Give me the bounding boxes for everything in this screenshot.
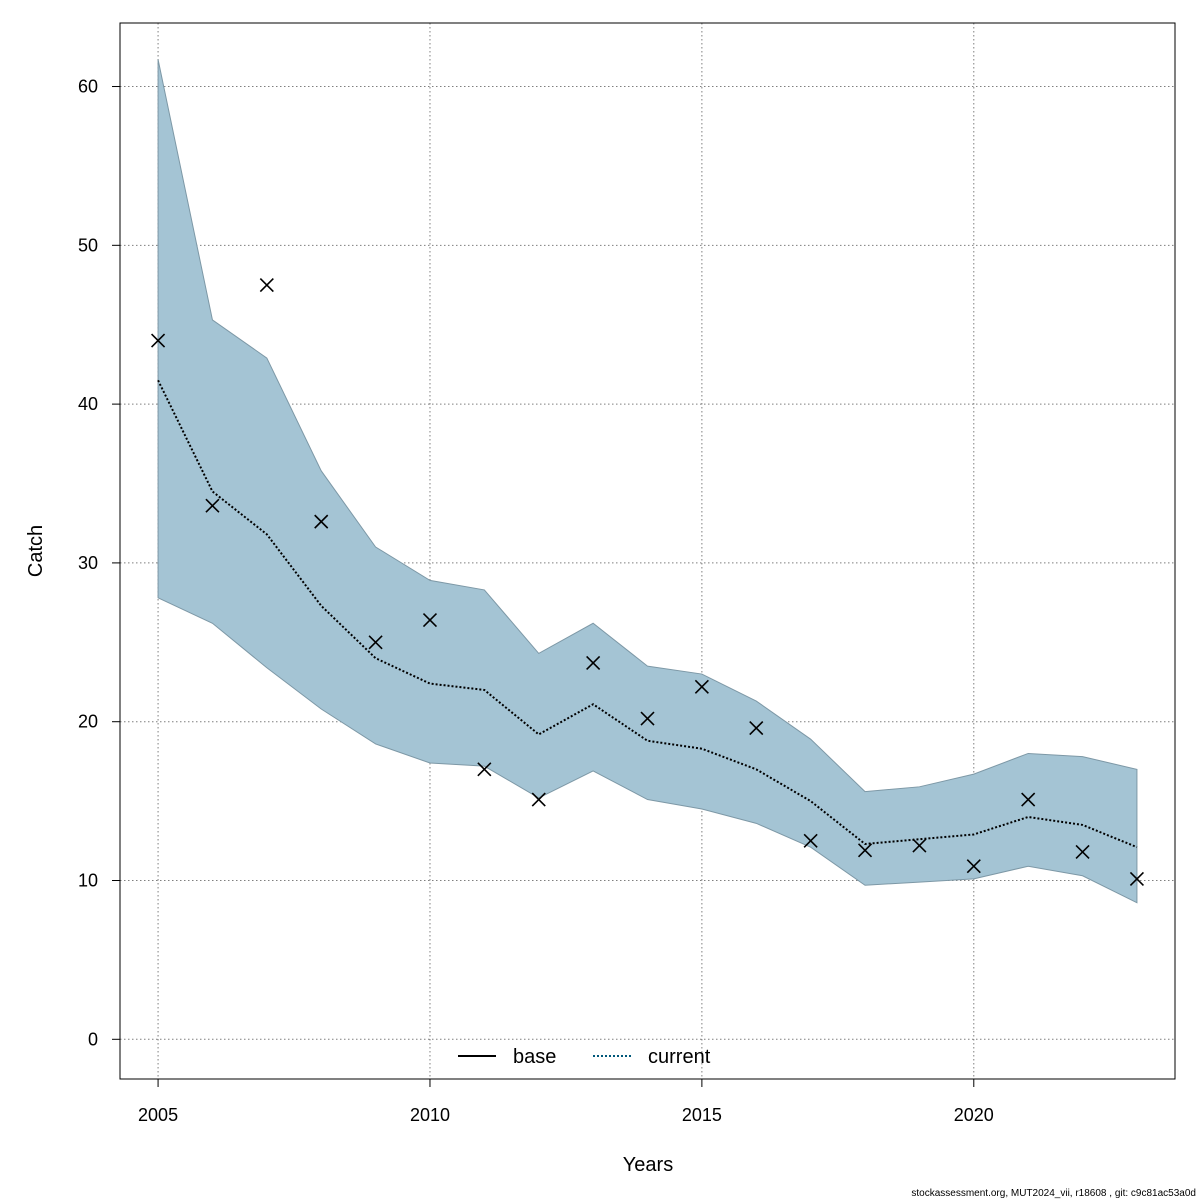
observed-point-2010 [422, 613, 438, 628]
observed-point-2011 [477, 762, 492, 777]
y-tick-label-60: 60 [78, 77, 98, 97]
observed-point-2021 [1021, 792, 1036, 807]
y-tick-label-40: 40 [78, 394, 98, 414]
legend-label-base: base [513, 1046, 556, 1068]
observed-point-2018 [857, 843, 873, 858]
x-tick-label-2005: 2005 [138, 1105, 178, 1125]
axes-layer: 2005 2010 2015 2020 0 10 20 30 40 50 60 [78, 77, 994, 1125]
y-tick-label-30: 30 [78, 553, 98, 573]
observed-point-2017 [803, 833, 818, 848]
observed-point-2016 [749, 720, 764, 736]
x-axis-title: Years [623, 1154, 673, 1176]
y-tick-label-10: 10 [78, 871, 98, 891]
observed-point-2007 [259, 277, 274, 293]
y-tick-label-20: 20 [78, 712, 98, 732]
observed-point-2015 [694, 679, 709, 694]
x-tick-label-2020: 2020 [954, 1105, 994, 1125]
footer-credit: stockassessment.org, MUT2024_vii, r18608… [911, 1188, 1196, 1199]
observed-point-2008 [314, 514, 329, 529]
x-tick-label-2015: 2015 [682, 1105, 722, 1125]
observed-point-2009 [368, 635, 383, 650]
series-line-current [157, 379, 1138, 849]
observed-point-2012 [531, 792, 546, 807]
observed-point-2014 [640, 711, 655, 726]
x-tick-label-2010: 2010 [410, 1105, 450, 1125]
observed-point-2013 [586, 655, 601, 671]
observed-point-2005 [151, 333, 166, 348]
observed-point-2019 [912, 838, 927, 853]
y-tick-label-50: 50 [78, 235, 98, 255]
observed-point-2006 [205, 498, 220, 513]
y-axis-title: Catch [25, 525, 47, 577]
observed-point-2020 [966, 859, 981, 874]
series-line-layer [157, 379, 1138, 849]
confidence-band [157, 59, 1138, 904]
legend-label-current: current [648, 1046, 711, 1068]
observed-point-2023 [1129, 871, 1144, 886]
observed-point-2022 [1075, 844, 1090, 859]
observed-points-layer [151, 277, 1144, 886]
y-tick-label-0: 0 [88, 1029, 98, 1049]
confidence-band-layer [157, 59, 1138, 904]
legend: base current [458, 1046, 711, 1068]
